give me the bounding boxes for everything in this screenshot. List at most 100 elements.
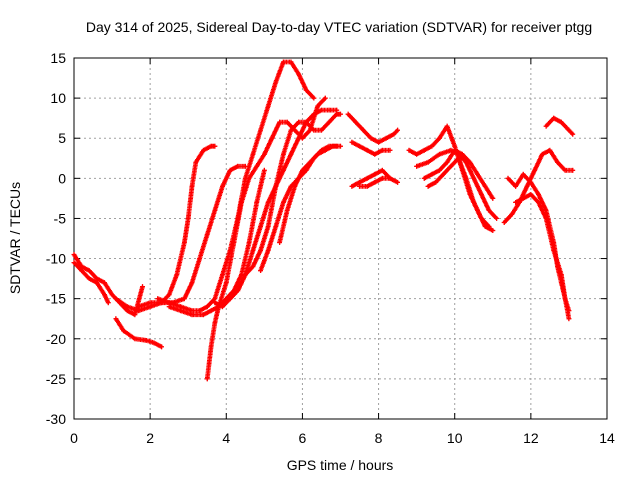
data-point xyxy=(444,159,450,165)
x-tick-label: 8 xyxy=(375,430,383,446)
y-axis-title: SDTVAR / TECUs xyxy=(7,182,23,294)
data-point xyxy=(528,191,534,197)
data-point xyxy=(102,292,107,298)
series-markers xyxy=(212,111,343,310)
data-point xyxy=(543,216,549,221)
data-point xyxy=(102,280,107,286)
data-point xyxy=(265,248,271,253)
data-point xyxy=(288,127,294,133)
data-point xyxy=(478,216,484,221)
data-point xyxy=(532,167,538,173)
data-point xyxy=(379,175,385,181)
data-point xyxy=(113,296,119,302)
data-point xyxy=(425,159,431,165)
series-pass-13 xyxy=(345,111,401,145)
data-point xyxy=(334,107,340,113)
series-pass-12 xyxy=(277,143,343,245)
data-point xyxy=(94,280,100,286)
data-point xyxy=(486,224,492,229)
data-point xyxy=(86,276,92,282)
data-point xyxy=(288,151,294,157)
data-point xyxy=(364,183,370,189)
x-axis-title: GPS time / hours xyxy=(287,457,394,473)
series-pass-20 xyxy=(425,155,492,229)
data-point xyxy=(109,292,115,298)
data-point xyxy=(490,228,496,233)
data-point xyxy=(86,268,92,273)
data-point xyxy=(315,103,321,109)
data-point xyxy=(311,127,317,133)
data-point xyxy=(475,171,480,177)
series-pass-21 xyxy=(501,147,576,225)
data-point xyxy=(284,119,290,125)
data-point xyxy=(113,316,119,322)
data-point xyxy=(429,143,435,149)
y-tick-label: -15 xyxy=(46,291,66,307)
series-pass-16 xyxy=(357,175,393,189)
data-point xyxy=(204,376,210,382)
data-point xyxy=(315,151,321,157)
data-point xyxy=(239,200,244,205)
data-point xyxy=(273,183,279,189)
data-point xyxy=(250,151,256,157)
data-point xyxy=(349,183,355,189)
data-point xyxy=(444,123,450,129)
data-point xyxy=(273,79,279,85)
chart-title: Day 314 of 2025, Sidereal Day-to-day VTE… xyxy=(86,19,592,35)
series-markers xyxy=(513,192,572,314)
data-point xyxy=(212,300,218,306)
data-point xyxy=(208,308,214,314)
data-point xyxy=(357,179,362,185)
data-point xyxy=(166,304,172,310)
data-point xyxy=(501,220,507,225)
y-tick-label: -25 xyxy=(46,371,66,387)
y-tick-label: -20 xyxy=(46,331,66,347)
data-point xyxy=(79,268,85,273)
x-tick-label: 6 xyxy=(299,430,307,446)
data-point xyxy=(178,308,183,314)
data-point xyxy=(509,212,515,217)
data-point xyxy=(189,312,195,318)
data-point xyxy=(140,284,145,290)
data-point xyxy=(391,131,397,137)
data-point xyxy=(303,87,309,93)
data-point xyxy=(223,280,229,286)
data-point xyxy=(246,240,252,245)
data-point xyxy=(193,159,199,165)
data-point xyxy=(71,252,77,257)
data-point xyxy=(220,304,225,310)
data-point xyxy=(124,304,130,310)
data-point xyxy=(212,296,218,302)
data-point xyxy=(338,143,343,149)
series-markers xyxy=(113,143,218,314)
data-point xyxy=(528,179,534,185)
data-point xyxy=(429,171,435,177)
data-point xyxy=(189,280,195,286)
data-point xyxy=(250,264,256,269)
y-tick-label: 10 xyxy=(50,90,66,106)
y-axis-tick-labels: 15 10 5 0 -5 -10 -15 -20 -25 -30 xyxy=(46,50,66,427)
data-point xyxy=(551,248,557,253)
data-point xyxy=(452,143,458,149)
data-point xyxy=(311,111,317,117)
data-point xyxy=(558,272,564,277)
x-tick-label: 14 xyxy=(599,430,615,446)
y-tick-label: 15 xyxy=(50,50,66,66)
plot-frame xyxy=(73,57,608,420)
data-point xyxy=(414,163,420,169)
data-point xyxy=(212,320,218,326)
data-point xyxy=(280,151,286,157)
data-point xyxy=(105,300,111,306)
series-pass-8 xyxy=(204,167,267,382)
data-point xyxy=(311,95,317,101)
data-point xyxy=(360,127,366,133)
series-pass-18 xyxy=(414,147,499,221)
series-pass-7 xyxy=(166,95,328,318)
data-point xyxy=(486,208,492,213)
data-point xyxy=(379,167,385,173)
series-markers xyxy=(349,139,393,157)
series-markers xyxy=(501,147,576,225)
data-point xyxy=(208,344,214,350)
x-tick-label: 12 xyxy=(523,430,539,446)
data-point xyxy=(357,183,362,189)
